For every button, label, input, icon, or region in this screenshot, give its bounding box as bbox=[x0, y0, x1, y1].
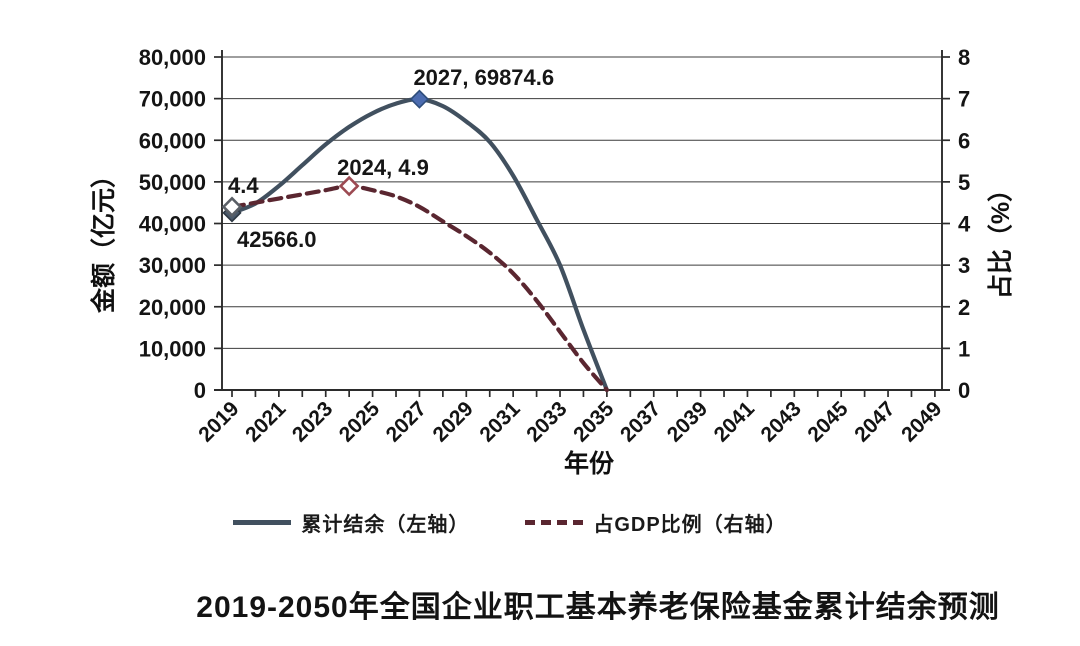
x-axis-tick-label: 2043 bbox=[757, 397, 806, 446]
legend-dashed-line-sample bbox=[525, 520, 584, 525]
y-axis-right-tick-label: 6 bbox=[958, 128, 970, 153]
data-label: 2024, 4.9 bbox=[337, 155, 429, 180]
legend-label-gdp-ratio: 占GDP比例（右轴） bbox=[593, 514, 787, 536]
x-axis-tick-label: 2049 bbox=[897, 397, 946, 446]
y-axis-right-tick-label: 5 bbox=[958, 170, 970, 195]
x-axis-tick-label: 2047 bbox=[850, 397, 899, 446]
legend-solid-line-sample bbox=[233, 520, 292, 525]
marker-diamond-filled bbox=[409, 89, 430, 109]
x-axis-title: 年份 bbox=[564, 449, 614, 478]
legend-label-accumulated-balance: 累计结余（左轴） bbox=[301, 514, 470, 536]
y-axis-left-tick-label: 60,000 bbox=[139, 128, 206, 153]
legend-item-gdp-ratio: 占GDP比例（右轴） bbox=[525, 508, 786, 537]
x-axis-tick-label: 2037 bbox=[616, 397, 665, 446]
x-axis-tick-label: 2019 bbox=[194, 397, 243, 446]
series-line-1 bbox=[229, 183, 609, 393]
chart-canvas: 0 10,000 20,000 30,000 40,000 50,000 60,000 70,… bbox=[89, 45, 1015, 478]
y-axis-right-tick-label: 3 bbox=[958, 253, 970, 278]
x-axis-tick-label: 2021 bbox=[241, 397, 291, 447]
y-axis-right-title: 占比（%） bbox=[986, 177, 1015, 299]
y-axis-left-tick-label: 40,000 bbox=[139, 212, 206, 237]
y-axis-right-tick-label: 4 bbox=[958, 212, 971, 237]
y-axis-left-tick-label: 30,000 bbox=[139, 253, 206, 278]
x-axis-tick-label: 2033 bbox=[522, 397, 571, 446]
data-label: 2027, 69874.6 bbox=[413, 65, 554, 90]
y-axis-left-tick-label: 80,000 bbox=[139, 45, 206, 70]
legend-item-accumulated-balance: 累计结余（左轴） bbox=[233, 508, 469, 537]
y-axis-left-tick-label: 10,000 bbox=[139, 336, 206, 361]
y-axis-left-tick-label: 0 bbox=[194, 378, 206, 403]
marker-diamond-open bbox=[338, 175, 360, 197]
data-label: 4.4 bbox=[228, 173, 259, 198]
x-axis-tick-label: 2045 bbox=[803, 397, 853, 447]
x-axis-tick-label: 2039 bbox=[663, 397, 712, 446]
y-axis-right-tick-label: 0 bbox=[958, 378, 970, 403]
y-axis-right-tick-label: 1 bbox=[958, 336, 970, 361]
x-axis-tick-label: 2029 bbox=[429, 397, 478, 446]
x-axis-tick-label: 2027 bbox=[382, 397, 431, 446]
x-axis-tick-label: 2041 bbox=[710, 397, 760, 447]
y-axis-left-tick-label: 50,000 bbox=[139, 170, 206, 195]
chart-legend: 累计结余（左轴） 占GDP比例（右轴） bbox=[0, 508, 1050, 537]
x-axis-tick-label: 2031 bbox=[475, 397, 525, 447]
y-axis-right-tick-label: 7 bbox=[958, 87, 970, 112]
x-axis-tick-label: 2025 bbox=[335, 397, 385, 447]
y-axis-left-tick-label: 20,000 bbox=[139, 295, 206, 320]
y-axis-right-tick-label: 2 bbox=[958, 295, 970, 320]
y-axis-left-tick-label: 70,000 bbox=[139, 87, 206, 112]
chart-title: 2019-2050年全国企业职工基本养老保险基金累计结余预测 bbox=[196, 591, 1000, 624]
marker-diamond-open bbox=[221, 196, 243, 218]
y-axis-right-tick-label: 8 bbox=[958, 45, 970, 70]
x-axis-tick-label: 2035 bbox=[569, 397, 619, 447]
data-label: 42566.0 bbox=[237, 227, 317, 252]
x-axis-tick-label: 2023 bbox=[288, 397, 337, 446]
y-axis-left-title: 金额（亿元） bbox=[89, 163, 118, 314]
